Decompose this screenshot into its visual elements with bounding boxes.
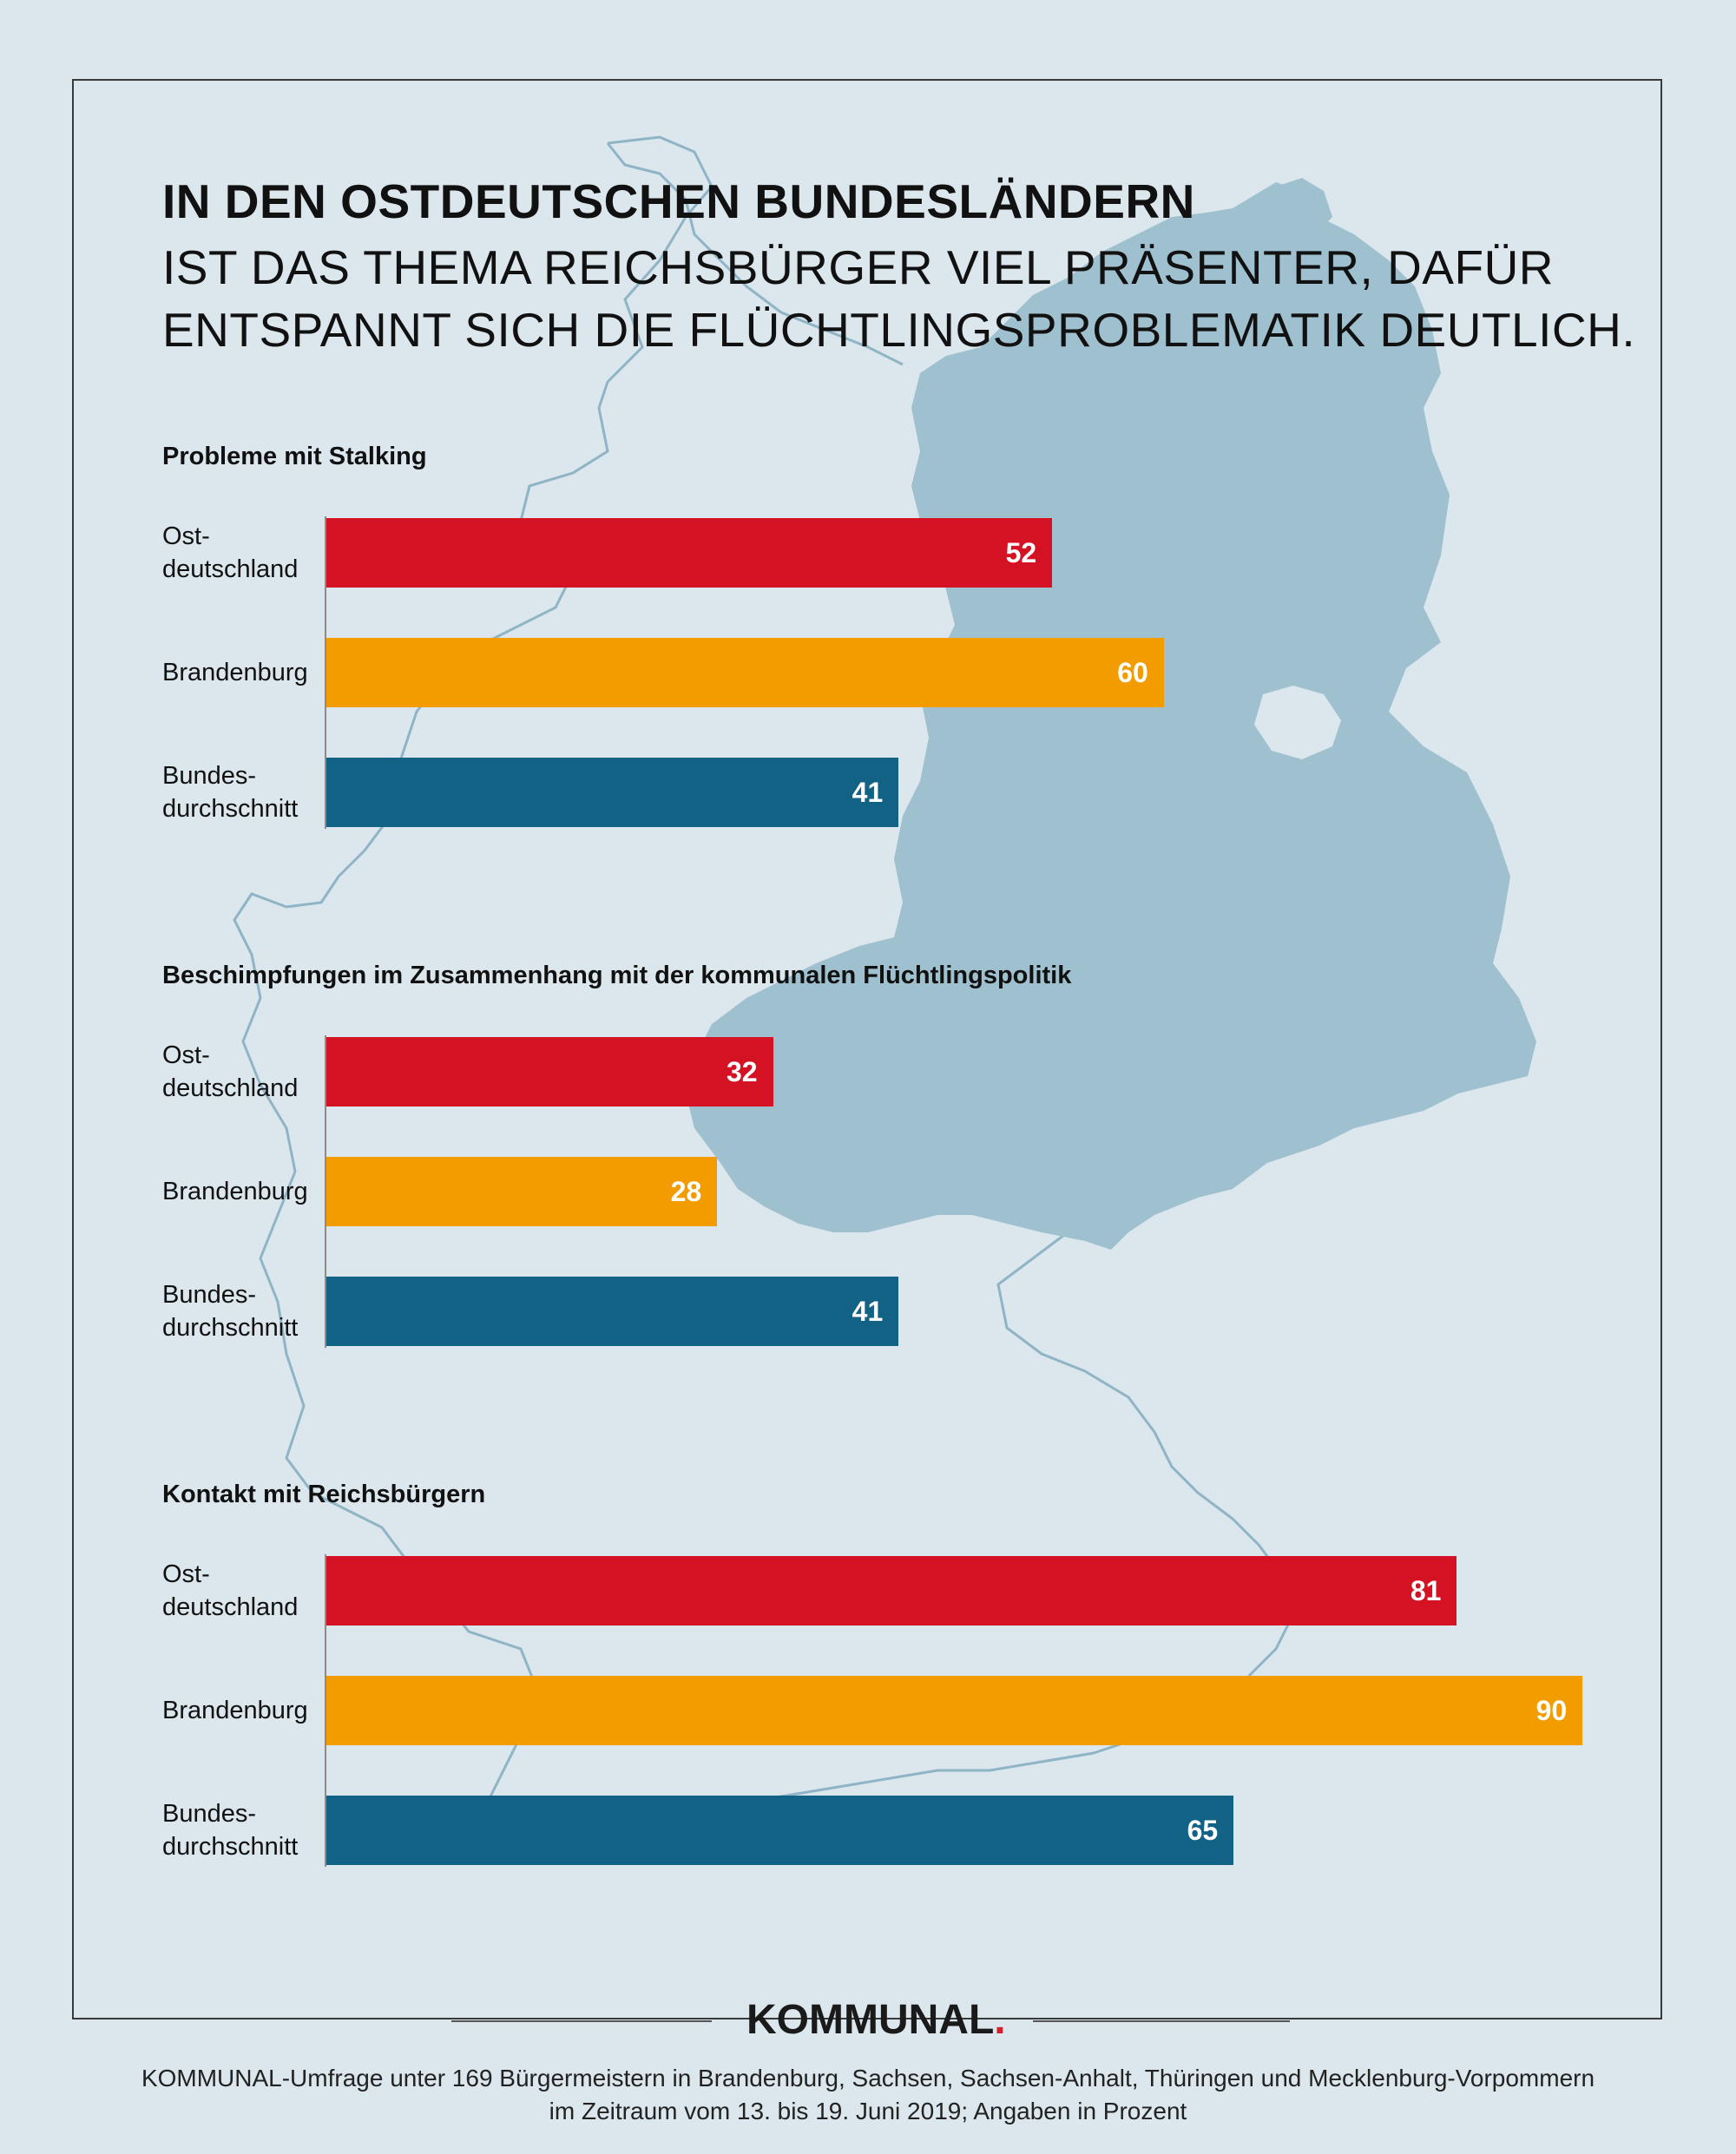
bar-bund: 41 bbox=[326, 758, 899, 827]
logo-divider-left bbox=[451, 2020, 712, 2022]
bar-brb: 90 bbox=[326, 1676, 1583, 1745]
bar-ost: 52 bbox=[326, 518, 1053, 588]
headline-subtitle: IST DAS THEMA REICHSBÜRGER VIEL PRÄSENTE… bbox=[162, 240, 1636, 357]
bar-brb: 60 bbox=[326, 638, 1164, 707]
bar-value-label: 28 bbox=[670, 1176, 702, 1207]
headline-bold: IN DEN OSTDEUTSCHEN BUNDESLÄNDERN bbox=[162, 174, 1195, 228]
bar-ost: 81 bbox=[326, 1556, 1457, 1625]
kommunal-logo: KOMMUNAL. bbox=[746, 1996, 1006, 2044]
chart-title-2: Beschimpfungen im Zusammenhang mit der k… bbox=[162, 962, 1072, 989]
bar-bund: 41 bbox=[326, 1277, 899, 1346]
source-footnote: KOMMUNAL-Umfrage unter 169 Bürgermeister… bbox=[141, 2065, 1595, 2124]
bar-value-label: 81 bbox=[1410, 1575, 1442, 1606]
category-label-bund: Bundes- durchschnitt bbox=[162, 1800, 299, 1861]
category-label-brb: Brandenburg bbox=[162, 659, 308, 686]
bar-bund: 65 bbox=[326, 1796, 1234, 1865]
ruegen-island bbox=[1276, 178, 1332, 234]
logo-divider-right bbox=[1033, 2020, 1290, 2022]
bar-brb: 28 bbox=[326, 1157, 718, 1226]
bar-value-label: 52 bbox=[1005, 537, 1037, 568]
berlin-cutout bbox=[1254, 686, 1341, 759]
bar-value-label: 65 bbox=[1187, 1815, 1219, 1846]
logo-text: KOMMUNAL bbox=[746, 1997, 995, 2043]
category-label-brb: Brandenburg bbox=[162, 1697, 308, 1724]
bar-value-label: 90 bbox=[1535, 1695, 1568, 1726]
chart-title-3: Kontakt mit Reichsbürgern bbox=[162, 1481, 486, 1508]
chart-axis-1 bbox=[325, 516, 326, 829]
north-coast-outline bbox=[606, 142, 904, 366]
category-label-bund: Bundes- durchschnitt bbox=[162, 1281, 299, 1342]
bar-ost: 32 bbox=[326, 1037, 773, 1107]
category-label-ost: Ost- deutschland bbox=[162, 1041, 299, 1102]
bar-value-label: 41 bbox=[852, 1296, 884, 1327]
content-frame bbox=[72, 79, 1662, 2019]
bar-value-label: 41 bbox=[852, 777, 884, 808]
chart-axis-3 bbox=[325, 1554, 326, 1867]
east-germany-region bbox=[686, 182, 1536, 1250]
bar-value-label: 32 bbox=[726, 1056, 758, 1087]
logo-dot: . bbox=[994, 1997, 1006, 2043]
bar-value-label: 60 bbox=[1117, 657, 1148, 688]
chart-title-1: Probleme mit Stalking bbox=[162, 443, 427, 470]
category-label-bund: Bundes- durchschnitt bbox=[162, 762, 299, 823]
chart-axis-2 bbox=[325, 1035, 326, 1348]
logo-area: KOMMUNAL. bbox=[0, 1993, 1736, 2053]
category-label-brb: Brandenburg bbox=[162, 1178, 308, 1205]
category-label-ost: Ost- deutschland bbox=[162, 522, 299, 583]
category-label-ost: Ost- deutschland bbox=[162, 1560, 299, 1621]
